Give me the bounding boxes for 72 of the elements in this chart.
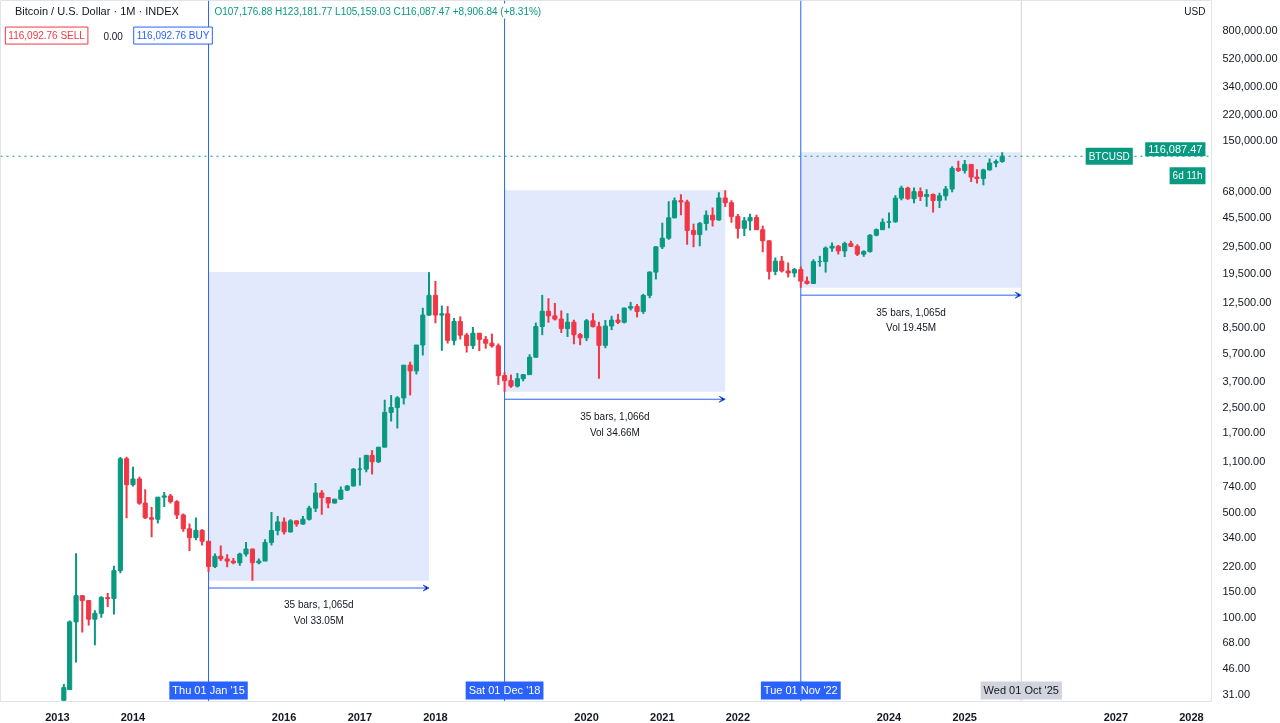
- candlestick: [451, 317, 457, 347]
- y-tick-label: 1,700.00: [1222, 426, 1266, 439]
- x-tick-label: 2018: [423, 710, 448, 723]
- x-tick-label: 2025: [952, 710, 977, 723]
- y-tick-label: 5,700.00: [1222, 347, 1266, 360]
- candlestick: [703, 209, 709, 232]
- y-tick-label: 100.00: [1222, 611, 1257, 624]
- y-tick-label: 19,500.00: [1222, 266, 1272, 279]
- x-tick-label: 2020: [574, 710, 599, 723]
- y-tick-label: 2,500.00: [1222, 400, 1266, 413]
- x-tick-label: 2021: [650, 710, 675, 723]
- candlestick: [319, 489, 325, 516]
- y-tick-label: 12,500.00: [1222, 295, 1272, 308]
- y-tick-label: 31.00: [1222, 687, 1251, 700]
- y-tick-label: 45,500.00: [1222, 211, 1272, 224]
- x-tick-label: 2022: [725, 710, 751, 723]
- annotation: 35 bars, 1,065d: [876, 306, 946, 318]
- candlestick: [583, 318, 590, 343]
- x-tick-label: 2016: [271, 710, 297, 723]
- y-tick-label: 220.00: [1222, 559, 1257, 572]
- y-tick-label: 1,100.00: [1222, 454, 1266, 467]
- y-tick-label: 500.00: [1222, 506, 1257, 519]
- ref-line-label: 116,087.47: [1148, 143, 1203, 156]
- ref-line-label: Wed 01 Oct '25: [983, 684, 1059, 697]
- annotation: 116,092.76 BUY: [136, 30, 210, 42]
- x-tick-label: 2014: [120, 710, 147, 723]
- x-tick-label: 2027: [1103, 710, 1129, 723]
- x-tick-label: 2028: [1179, 710, 1204, 723]
- annotation: O107,176.88 H123,181.77 L105,159.03 C116,087.47 +8,906.84 (+8.31%): [214, 5, 542, 17]
- y-tick-label: 340.00: [1222, 531, 1257, 544]
- candlestick: [407, 360, 413, 397]
- annotation: 35 bars, 1,065d: [284, 599, 354, 611]
- ref-line-label: Sat 01 Dec '18: [468, 684, 541, 697]
- candlestick: [130, 465, 136, 488]
- x-tick-label: 2017: [347, 710, 373, 723]
- annotation: Vol 34.66M: [589, 426, 640, 438]
- y-tick-label: 29,500.00: [1222, 239, 1272, 252]
- candlestick: [369, 449, 375, 476]
- y-tick-label: 3,700.00: [1222, 375, 1266, 388]
- y-tick-label: 150.00: [1222, 584, 1257, 597]
- annotation: Vol 19.45M: [886, 322, 937, 334]
- y-tick-label: 46.00: [1222, 661, 1251, 674]
- annotation: Vol 33.05M: [293, 615, 344, 627]
- x-tick-label: 2024: [876, 710, 903, 723]
- y-tick-label: 150,000.00: [1222, 133, 1278, 146]
- annotation: BTCUSD: [1088, 150, 1130, 162]
- candlestick: [564, 312, 571, 338]
- y-tick-label: 68.00: [1222, 636, 1251, 649]
- y-tick-label: 220,000.00: [1222, 108, 1278, 121]
- candlestick: [249, 547, 255, 582]
- annotation: 35 bars, 1,066d: [580, 410, 650, 422]
- ref-line-label: Thu 01 Jan '15: [172, 684, 245, 697]
- y-tick-label: 520,000.00: [1222, 52, 1278, 65]
- candlestick: [193, 516, 199, 542]
- chart-title: Bitcoin / U.S. Dollar · 1M · INDEX: [15, 5, 180, 18]
- candlestick: [470, 326, 476, 350]
- annotation: 6d 11h: [1172, 170, 1203, 182]
- candlestick: [716, 191, 722, 222]
- ref-line-label: Tue 01 Nov '22: [763, 684, 838, 697]
- y-tick-label: 8,500.00: [1222, 321, 1266, 333]
- y-tick-label: 800,000.00: [1222, 24, 1278, 37]
- candlestick: [432, 279, 438, 325]
- annotation: 0.00: [103, 30, 124, 42]
- y-tick-label: 340,000.00: [1222, 80, 1278, 93]
- annotation: 116,092.76 SELL: [8, 30, 86, 42]
- y-tick-label: 68,000.00: [1222, 185, 1272, 198]
- candlestick: [439, 304, 445, 352]
- candlestick: [697, 221, 703, 248]
- y-tick-label: 740.00: [1222, 480, 1257, 493]
- candlestick: [710, 206, 716, 228]
- x-tick-label: 2013: [45, 710, 70, 723]
- annotation: USD: [1184, 5, 1206, 17]
